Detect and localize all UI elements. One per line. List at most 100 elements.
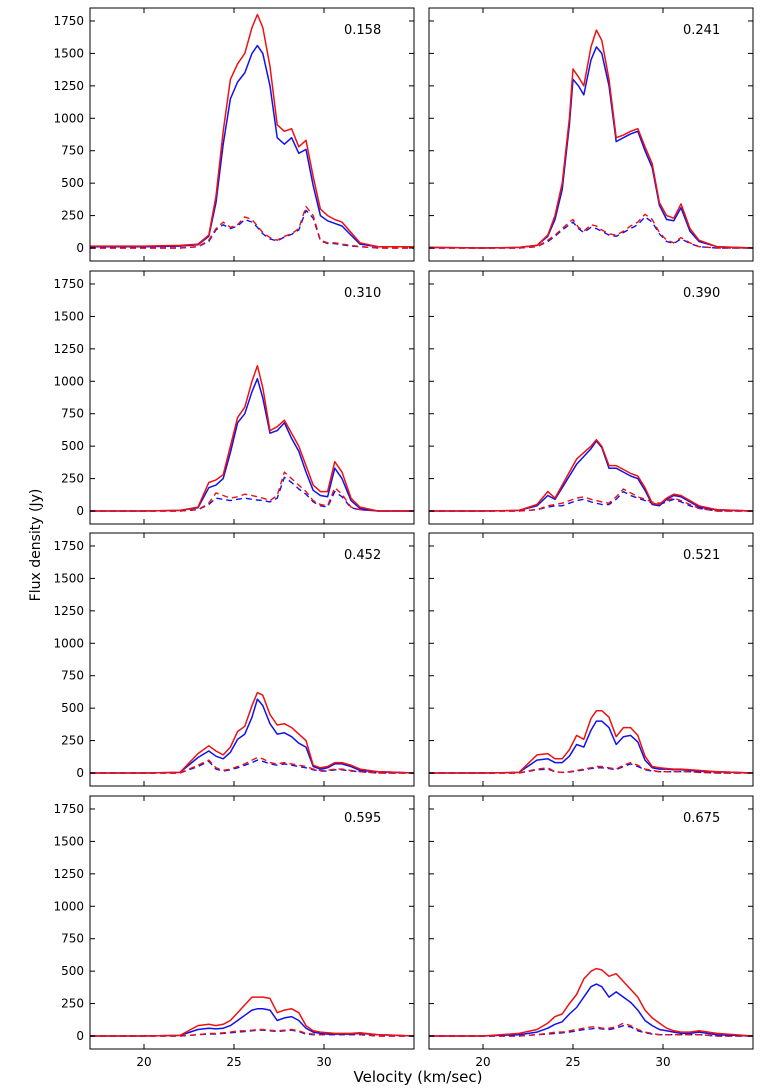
series-group <box>90 13 414 249</box>
series-red-solid-line <box>429 709 753 774</box>
y-tick-label: 1250 <box>53 604 84 618</box>
series-red-dashed-line <box>90 756 414 774</box>
series-group <box>429 967 753 1037</box>
series-blue-solid-line <box>429 46 753 249</box>
series-red-solid-line <box>90 13 414 248</box>
series-red-dashed-line <box>429 761 753 774</box>
panel-frame <box>89 270 415 525</box>
series-blue-solid-line <box>429 983 753 1037</box>
series-red-dashed-line <box>90 1028 414 1037</box>
y-tick-label: 0 <box>76 766 84 780</box>
panel-frame <box>89 532 415 787</box>
y-tick-label: 0 <box>76 504 84 518</box>
panel-label: 0.595 <box>344 811 381 826</box>
series-blue-solid-line <box>90 377 414 512</box>
series-blue-dashed-line <box>429 216 753 249</box>
series-blue-solid-line <box>429 720 753 774</box>
panel-frame <box>428 532 754 787</box>
series-blue-solid-line <box>90 44 414 248</box>
y-tick-label: 1250 <box>53 79 84 93</box>
series-group <box>429 709 753 774</box>
y-tick-label: 1250 <box>53 867 84 881</box>
y-tick-label: 750 <box>61 932 84 946</box>
panel-4: 0.390 <box>428 270 754 525</box>
y-tick-label: 250 <box>61 734 84 748</box>
panel-6: 0.521 <box>428 532 754 787</box>
x-tick-label: 30 <box>655 1055 670 1069</box>
y-tick-label: 0 <box>76 1029 84 1043</box>
panel-frame <box>428 795 754 1050</box>
series-group <box>90 691 414 774</box>
panel-label: 0.452 <box>344 548 381 563</box>
x-axis-label: Velocity (km/sec) <box>354 1068 483 1086</box>
y-tick-label: 1000 <box>53 636 84 650</box>
series-blue-dashed-line <box>90 209 414 249</box>
panel-frame <box>428 270 754 525</box>
x-tick-label: 25 <box>226 1055 241 1069</box>
y-tick-label: 500 <box>61 176 84 190</box>
series-red-solid-line <box>429 29 753 249</box>
series-red-solid-line <box>90 364 414 512</box>
panel-7: 0 250 500 750 1000 1250 1500 1750 20 25 30 0.595 <box>53 795 415 1069</box>
panel-8: 20 25 30 0.675 <box>428 795 754 1069</box>
panel-1: 0 250 500 750 1000 1250 1500 1750 0.158 <box>53 7 415 262</box>
y-tick-label: 750 <box>61 144 84 158</box>
y-tick-label: 750 <box>61 407 84 421</box>
series-blue-solid-line <box>429 440 753 512</box>
y-axis-label: Flux density (Jy) <box>28 489 44 602</box>
y-tick-label: 0 <box>76 241 84 255</box>
y-tick-label: 1750 <box>53 14 84 28</box>
series-red-solid-line <box>429 438 753 512</box>
y-tick-label: 750 <box>61 669 84 683</box>
panel-label: 0.241 <box>683 23 720 38</box>
y-tick-label: 500 <box>61 964 84 978</box>
series-group <box>429 29 753 249</box>
series-red-solid-line <box>90 691 414 774</box>
series-red-dashed-line <box>90 205 414 249</box>
series-blue-dashed-line <box>429 490 753 512</box>
y-tick-label: 1750 <box>53 539 84 553</box>
y-tick-label: 1750 <box>53 802 84 816</box>
series-group <box>429 438 753 512</box>
series-red-dashed-line <box>429 1022 753 1037</box>
series-red-solid-line <box>429 967 753 1037</box>
panel-5: 0 250 500 750 1000 1250 1500 1750 0.452 <box>53 532 415 787</box>
y-tick-label: 1000 <box>53 111 84 125</box>
panel-frame <box>89 795 415 1050</box>
y-tick-label: 250 <box>61 472 84 486</box>
series-blue-dashed-line <box>90 759 414 774</box>
panel-3: 0 250 500 750 1000 1250 1500 1750 0.310 <box>53 270 415 525</box>
y-tick-label: 1500 <box>53 571 84 585</box>
panel-label: 0.521 <box>683 548 720 563</box>
series-blue-dashed-line <box>90 476 414 512</box>
x-tick-label: 30 <box>316 1055 331 1069</box>
panel-label: 0.158 <box>344 23 381 38</box>
y-tick-label: 1250 <box>53 342 84 356</box>
x-tick-label: 20 <box>475 1055 490 1069</box>
y-tick-label: 1000 <box>53 899 84 913</box>
series-red-dashed-line <box>90 471 414 512</box>
panel-label: 0.390 <box>683 286 720 301</box>
panel-label: 0.675 <box>683 811 720 826</box>
series-red-dashed-line <box>429 488 753 512</box>
y-tick-label: 1750 <box>53 277 84 291</box>
y-tick-label: 250 <box>61 997 84 1011</box>
panel-label: 0.310 <box>344 286 381 301</box>
series-red-solid-line <box>90 996 414 1037</box>
y-tick-label: 1500 <box>53 834 84 848</box>
y-tick-label: 1500 <box>53 309 84 323</box>
y-tick-label: 1000 <box>53 374 84 388</box>
y-tick-label: 250 <box>61 209 84 223</box>
series-group <box>90 996 414 1037</box>
panel-frame <box>428 7 754 262</box>
y-tick-label: 1500 <box>53 46 84 60</box>
panel-2: 0.241 <box>428 7 754 262</box>
series-blue-solid-line <box>90 698 414 774</box>
y-tick-label: 500 <box>61 439 84 453</box>
x-tick-label: 25 <box>565 1055 580 1069</box>
panel-frame <box>89 7 415 262</box>
y-tick-label: 500 <box>61 701 84 715</box>
series-blue-solid-line <box>90 1008 414 1037</box>
x-tick-label: 20 <box>136 1055 151 1069</box>
